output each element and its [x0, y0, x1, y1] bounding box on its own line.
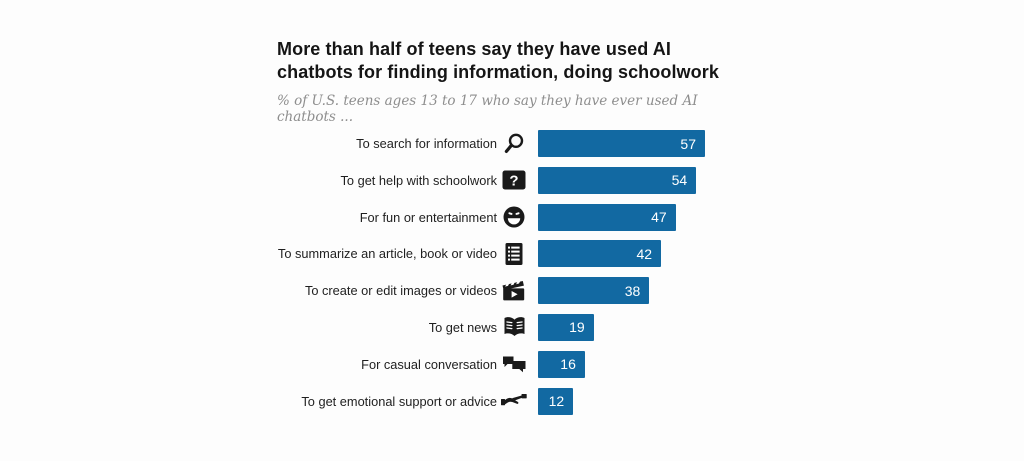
- newspaper-icon: [497, 314, 531, 341]
- value-label: 57: [680, 135, 696, 152]
- category-label: To get help with schoolwork: [340, 172, 498, 188]
- category-label: To get emotional support or advice: [301, 393, 497, 409]
- bar-track: 16: [538, 350, 585, 378]
- clapperboard-icon: [497, 277, 531, 304]
- search-icon: [497, 130, 531, 157]
- bar: 57: [538, 130, 705, 157]
- bar-track: 12: [538, 387, 574, 415]
- bar: 16: [538, 350, 585, 378]
- bar-row: To get emotional support or advice 12: [277, 387, 705, 415]
- bar-row: For fun or entertainment 47: [277, 203, 705, 231]
- bar-row: To summarize an article, book or video 42: [277, 240, 705, 268]
- helping-hand-icon: [497, 388, 531, 415]
- speech-bubbles-icon: [497, 351, 531, 378]
- category-label: For casual conversation: [361, 356, 497, 372]
- bar-track: 47: [538, 203, 676, 231]
- chart-subtitle: % of U.S. teens ages 13 to 17 who say th…: [277, 93, 698, 125]
- bar: 54: [538, 166, 697, 194]
- bar-track: 19: [538, 313, 594, 341]
- bar-track: 57: [538, 130, 705, 157]
- bar: 19: [538, 313, 594, 341]
- value-label: 47: [651, 209, 667, 226]
- bar-track: 42: [538, 240, 662, 268]
- bar: 12: [538, 387, 574, 415]
- chart-title: More than half of teens say they have us…: [277, 39, 719, 82]
- chart-header: More than half of teens say they have us…: [277, 38, 725, 125]
- category-label: To get news: [428, 319, 497, 335]
- value-label: 54: [671, 172, 688, 189]
- category-label: To search for information: [356, 136, 497, 151]
- bar: 42: [538, 240, 662, 268]
- bar: 38: [538, 277, 650, 305]
- category-label: To summarize an article, book or video: [277, 246, 497, 262]
- value-label: 38: [624, 282, 641, 299]
- bar-rows: To search for information 57 To get help w…: [277, 130, 705, 424]
- category-label: To create or edit images or videos: [304, 283, 497, 299]
- bar-row: For casual conversation 16: [277, 350, 705, 378]
- svg-text:?: ?: [509, 173, 518, 190]
- value-label: 16: [560, 356, 576, 373]
- value-label: 12: [548, 393, 565, 410]
- bar: 47: [538, 203, 676, 231]
- bar-track: 54: [538, 166, 697, 194]
- value-label: 42: [636, 245, 653, 262]
- bar-row: To create or edit images or videos 38: [277, 277, 705, 305]
- bar-row: To get help with schoolwork? 54: [277, 166, 705, 194]
- question-mark-icon: ?: [497, 167, 531, 194]
- list-icon: [497, 240, 531, 267]
- bar-row: To get news 19: [277, 313, 705, 341]
- smiley-icon: [497, 204, 531, 231]
- bar-track: 38: [538, 277, 650, 305]
- bar-row: To search for information 57: [277, 130, 705, 157]
- category-label: For fun or entertainment: [359, 209, 497, 225]
- value-label: 19: [569, 319, 585, 336]
